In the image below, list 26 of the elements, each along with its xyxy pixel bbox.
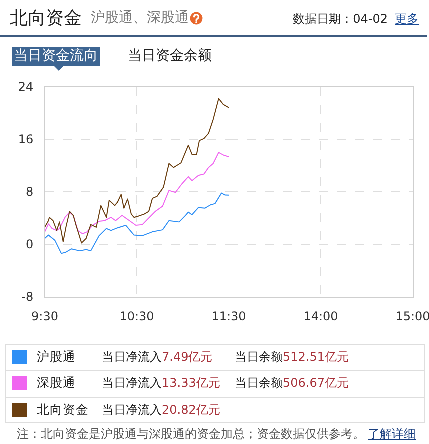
text: 当日余额506.67亿元 xyxy=(235,376,349,390)
text: 当日净流入13.33亿元 xyxy=(102,376,220,390)
y-tick-label: 0 xyxy=(26,238,34,252)
chart-subtitle: 沪股通、深股通 xyxy=(91,9,189,27)
text: 当日净流入7.49亿元 xyxy=(102,350,213,364)
x-tick-label: 10:30 xyxy=(120,309,154,324)
text: 注：北向资金是沪股通与深股通的资金加总；资金数据仅供参考。 xyxy=(17,426,365,443)
text: 当日余额512.51亿元 xyxy=(235,350,349,364)
selected-tab: 当日资金流向 xyxy=(12,47,100,66)
x-tick-label: 15:00 xyxy=(395,309,429,324)
text: 更多 xyxy=(395,11,419,28)
y-tick-label: -8 xyxy=(22,290,34,304)
text: 当日资金余额 xyxy=(128,48,212,65)
y-tick-label: 8 xyxy=(26,185,34,200)
chart-title: 北向资金 xyxy=(10,7,82,30)
x-tick-label: 9:30 xyxy=(32,309,58,324)
legend-label: 深股通 xyxy=(37,374,76,392)
x-tick-label: 11:30 xyxy=(212,309,246,324)
y-tick-label: 16 xyxy=(18,132,34,147)
text: 数据日期：04-02 xyxy=(293,11,388,28)
x-tick-label: 14:00 xyxy=(303,309,338,324)
legend-label: 北向资金 xyxy=(37,400,89,419)
text: 了解详细 xyxy=(368,426,416,443)
legend-label: 沪股通 xyxy=(37,348,76,366)
text: 当日净流入20.82亿元 xyxy=(102,402,220,417)
y-tick-label: 24 xyxy=(18,80,34,94)
